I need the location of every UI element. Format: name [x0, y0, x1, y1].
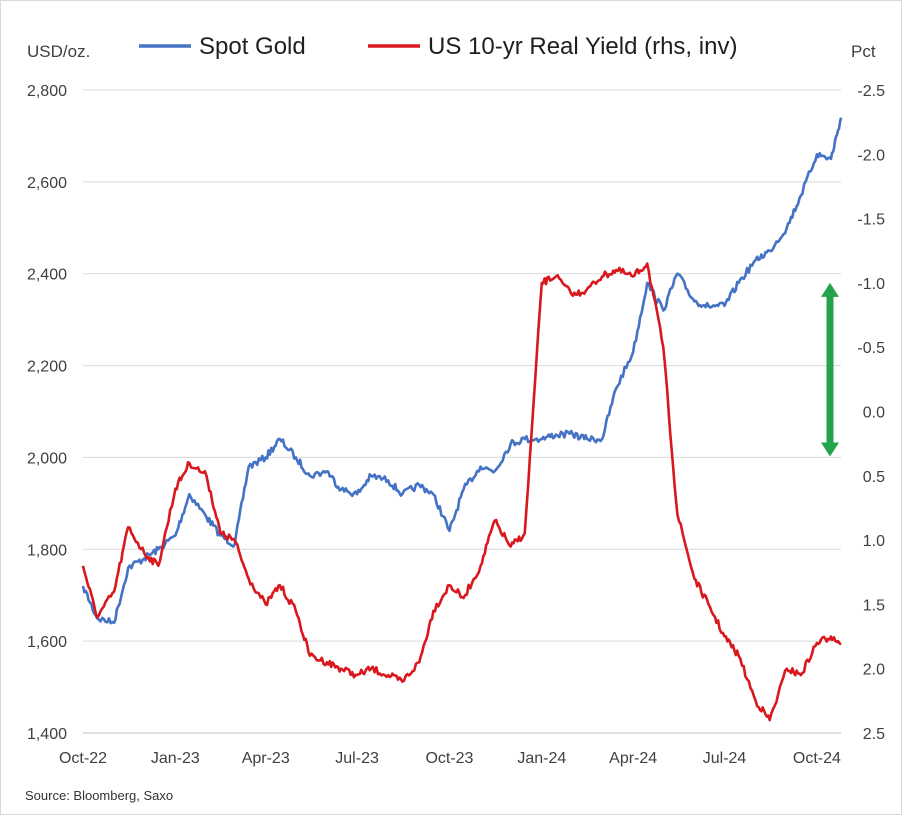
left-tick-label: 2,800: [27, 83, 67, 100]
series-lines: [81, 117, 843, 722]
left-tick-label: 2,600: [27, 175, 67, 192]
left-tick-label: 1,800: [27, 542, 67, 559]
left-tick-label: 2,400: [27, 267, 67, 284]
left-axis-unit-label: USD/oz.: [27, 42, 90, 61]
legend-label-real-yield: US 10-yr Real Yield (rhs, inv): [428, 33, 737, 60]
right-axis-unit-label: Pct: [851, 42, 876, 61]
source-note: Source: Bloomberg, Saxo: [25, 788, 173, 803]
x-tick-label: Oct-23: [425, 750, 473, 767]
right-tick-label: -1.0: [857, 276, 885, 293]
right-tick-label: 1.5: [863, 597, 885, 614]
series-line-real-yield: [81, 262, 842, 722]
left-tick-label: 1,600: [27, 634, 67, 651]
legend-label-gold: Spot Gold: [199, 33, 306, 60]
x-tick-label: Apr-24: [609, 750, 657, 767]
left-axis-ticks: 2,800 2,600 2,400 2,200 2,000 1,800 1,600 1,400: [27, 83, 67, 743]
x-tick-label: Jan-23: [151, 750, 200, 767]
annotation-arrow-head-bottom: [821, 442, 839, 457]
x-tick-label: Apr-23: [242, 750, 290, 767]
left-tick-label: 1,400: [27, 726, 67, 743]
right-tick-label: 2.0: [863, 662, 885, 679]
x-tick-label: Oct-22: [59, 750, 107, 767]
annotation-arrow-head-top: [821, 282, 839, 297]
right-tick-label: 0.0: [863, 405, 885, 422]
right-tick-label: -0.5: [857, 340, 885, 357]
right-tick-label: 2.5: [863, 726, 885, 743]
right-tick-label: -2.5: [857, 83, 885, 100]
right-tick-label: -1.5: [857, 212, 885, 229]
x-tick-label: Jul-24: [703, 750, 747, 767]
x-tick-label: Oct-24: [793, 750, 841, 767]
right-tick-label: 1.0: [863, 533, 885, 550]
x-axis-ticks: Oct-22 Jan-23 Apr-23 Jul-23 Oct-23 Jan-24 Apr-…: [59, 750, 841, 767]
left-tick-label: 2,000: [27, 450, 67, 467]
annotation: [821, 282, 839, 457]
left-tick-label: 2,200: [27, 359, 67, 376]
right-axis-ticks: -2.5 -2.0 -1.5 -1.0 -0.5 0.0 0.5 1.0 1.5 2.0 2.5: [857, 83, 885, 743]
right-tick-label: 0.5: [863, 469, 885, 486]
gridlines: [83, 89, 841, 642]
series-line-gold: [81, 117, 843, 625]
x-tick-label: Jul-23: [335, 750, 379, 767]
legend: Spot Gold US 10-yr Real Yield (rhs, inv): [139, 33, 737, 60]
x-tick-label: Jan-24: [517, 750, 566, 767]
right-tick-label: -2.0: [857, 147, 885, 164]
